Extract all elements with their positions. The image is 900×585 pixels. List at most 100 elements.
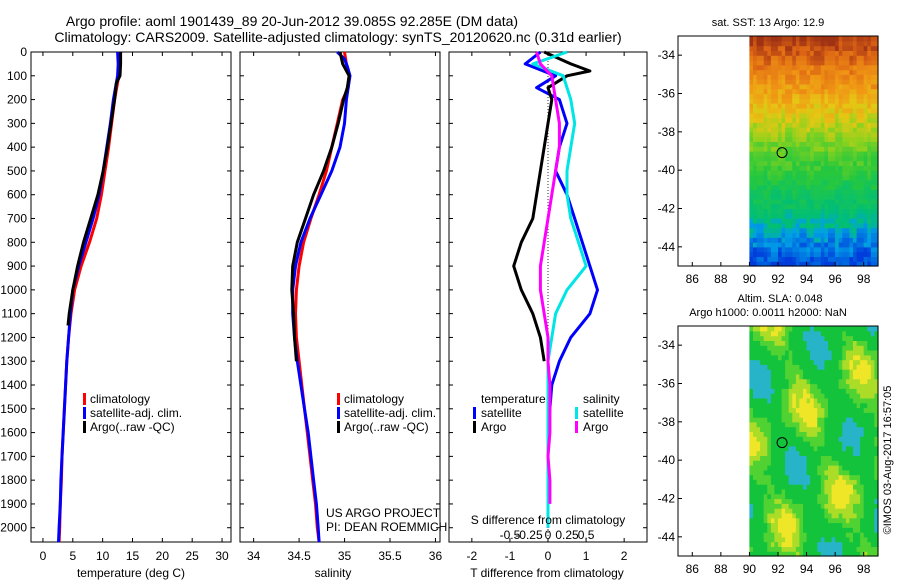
heatmap-cell: [853, 498, 858, 504]
heatmap-cell: [835, 412, 840, 418]
heatmap-cell: [831, 50, 836, 56]
heatmap-cell: [753, 237, 758, 243]
heatmap-cell: [853, 373, 858, 380]
heatmap-cell: [763, 407, 768, 413]
heatmap-cell: [810, 551, 815, 557]
heatmap-cell: [792, 460, 797, 466]
heatmap-cell: [781, 436, 786, 442]
legend-swatch-argo: [337, 421, 340, 433]
heatmap-cell: [853, 417, 858, 423]
heatmap-cell: [753, 498, 758, 504]
heatmap-cell: [870, 484, 876, 490]
heatmap-cell: [874, 64, 879, 71]
heatmap-cell: [870, 165, 876, 171]
heatmap-cell: [763, 189, 768, 195]
heatmap-cell: [874, 213, 879, 219]
heatmap-cell: [774, 160, 779, 166]
heatmap-cell: [795, 536, 801, 543]
heatmap-cell: [795, 136, 801, 142]
heatmap-cell: [799, 469, 804, 476]
heatmap-cell: [799, 146, 804, 152]
heatmap-cell: [781, 136, 786, 142]
heatmap-cell: [795, 237, 801, 243]
heatmap-cell: [867, 232, 872, 238]
heatmap-cell: [838, 431, 843, 437]
heatmap-cell: [863, 256, 868, 262]
heatmap-cell: [781, 151, 786, 157]
heatmap-cell: [792, 517, 797, 524]
heatmap-cell: [831, 364, 836, 370]
heatmap-cell: [792, 474, 797, 480]
heatmap-cell: [781, 74, 786, 80]
heatmap-cell: [874, 479, 879, 485]
heatmap-cell: [792, 345, 797, 351]
heatmap-cell: [870, 431, 876, 437]
heatmap-cell: [842, 450, 847, 456]
heatmap-cell: [763, 551, 768, 557]
heatmap-cell: [842, 83, 847, 90]
heatmap-cell: [874, 345, 879, 351]
heatmap-cell: [767, 64, 772, 71]
heatmap-cell: [842, 541, 847, 547]
heatmap-cell: [828, 479, 833, 485]
heatmap-cell: [799, 107, 804, 114]
heatmap-cell: [774, 256, 779, 262]
heatmap-cell: [838, 194, 843, 200]
heatmap-cell: [778, 55, 783, 61]
heatmap-cell: [842, 335, 847, 341]
heatmap-cell: [874, 222, 879, 229]
heatmap-cell: [838, 36, 843, 42]
heatmap-cell: [874, 383, 879, 389]
heatmap-cell: [810, 103, 815, 109]
heatmap-cell: [788, 512, 793, 519]
heatmap-cell: [795, 479, 801, 485]
heatmap-cell: [778, 335, 783, 341]
heatmap-cell: [842, 60, 847, 66]
heatmap-cell: [860, 160, 865, 166]
heatmap-cell: [870, 131, 876, 138]
heatmap-cell: [813, 450, 818, 456]
heatmap-cell: [845, 222, 851, 229]
heatmap-cell: [820, 175, 826, 181]
heatmap-cell: [845, 246, 851, 253]
heatmap-cell: [874, 436, 879, 442]
heatmap-cell: [799, 417, 804, 423]
heatmap-cell: [795, 117, 801, 123]
heatmap-cell: [788, 127, 793, 133]
heatmap-cell: [824, 417, 829, 423]
heatmap-cell: [828, 74, 833, 80]
heatmap-cell: [749, 383, 754, 389]
heatmap-cell: [753, 345, 758, 351]
heatmap-cell: [778, 155, 783, 162]
heatmap-cell: [853, 354, 858, 361]
heatmap-cell: [756, 522, 761, 528]
heatmap-cell: [749, 179, 754, 186]
heatmap-cell: [767, 69, 772, 75]
heatmap-cell: [863, 131, 868, 138]
heatmap-cell: [817, 222, 822, 229]
heatmap-cell: [788, 246, 793, 253]
heatmap-cell: [803, 436, 808, 442]
heatmap-cell: [760, 536, 765, 543]
heatmap-cell: [835, 407, 840, 413]
heatmap-cell: [767, 335, 772, 341]
heatmap-cell: [860, 74, 865, 80]
heatmap-cell: [792, 402, 797, 409]
heatmap-cell: [867, 445, 872, 452]
heatmap-cell: [781, 45, 786, 51]
heatmap-cell: [778, 383, 783, 389]
heatmap-cell: [749, 335, 754, 341]
heatmap-cell: [853, 136, 858, 142]
heatmap-cell: [860, 189, 865, 195]
heatmap-cell: [799, 79, 804, 85]
heatmap-cell: [795, 256, 801, 262]
heatmap-cell: [828, 407, 833, 413]
heatmap-cell: [845, 98, 851, 104]
heatmap-cell: [838, 246, 843, 253]
heatmap-cell: [756, 222, 761, 229]
heatmap-cell: [863, 107, 868, 114]
heatmap-cell: [753, 122, 758, 128]
heatmap-cell: [803, 60, 808, 66]
heatmap-cell: [863, 527, 868, 533]
heatmap-cell: [763, 512, 768, 519]
